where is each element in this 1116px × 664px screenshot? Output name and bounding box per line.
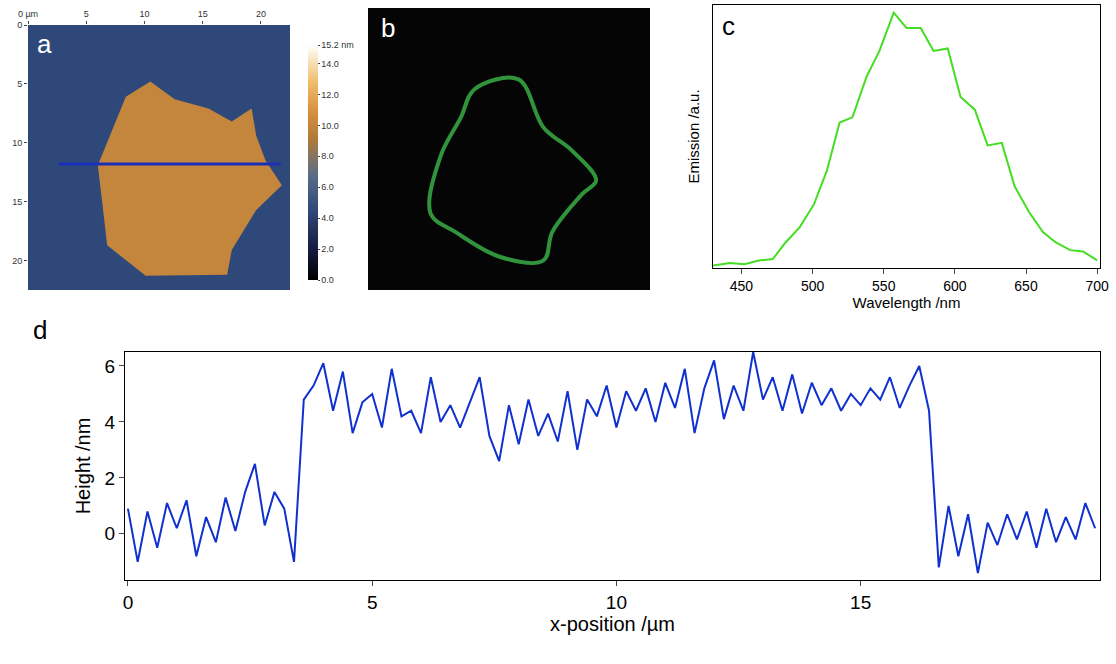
svg-text:b: b — [381, 13, 395, 43]
svg-text:8.0: 8.0 — [321, 151, 334, 161]
svg-text:20: 20 — [256, 9, 266, 19]
svg-text:10.0: 10.0 — [321, 121, 339, 131]
svg-text:10: 10 — [12, 138, 22, 148]
svg-text:0: 0 — [105, 523, 116, 544]
svg-text:6.0: 6.0 — [321, 182, 334, 192]
svg-text:15.2 nm: 15.2 nm — [321, 40, 354, 50]
svg-text:d: d — [33, 315, 47, 345]
svg-text:Emission /a.u.: Emission /a.u. — [685, 89, 702, 183]
svg-text:4.0: 4.0 — [321, 213, 334, 223]
svg-text:2.0: 2.0 — [321, 244, 334, 254]
svg-text:0 µm: 0 µm — [18, 9, 38, 19]
svg-text:10: 10 — [139, 9, 149, 19]
svg-text:a: a — [37, 29, 52, 59]
svg-text:c: c — [722, 11, 735, 41]
svg-text:0.0: 0.0 — [321, 275, 334, 285]
svg-text:x-position /µm: x-position /µm — [550, 613, 675, 635]
svg-text:550: 550 — [872, 278, 896, 294]
svg-text:600: 600 — [943, 278, 967, 294]
svg-text:4: 4 — [105, 412, 116, 433]
svg-text:700: 700 — [1085, 278, 1109, 294]
svg-text:0: 0 — [17, 20, 22, 30]
svg-text:6: 6 — [105, 356, 116, 377]
svg-text:650: 650 — [1014, 278, 1038, 294]
svg-text:0: 0 — [123, 592, 134, 613]
svg-text:10: 10 — [606, 592, 627, 613]
svg-text:Wavelength /nm: Wavelength /nm — [853, 294, 961, 311]
svg-text:15: 15 — [12, 197, 22, 207]
svg-text:5: 5 — [84, 9, 89, 19]
svg-text:15: 15 — [850, 592, 871, 613]
svg-text:5: 5 — [17, 79, 22, 89]
svg-text:2: 2 — [105, 468, 116, 489]
svg-text:450: 450 — [730, 278, 754, 294]
svg-text:20: 20 — [12, 256, 22, 266]
svg-text:15: 15 — [198, 9, 208, 19]
svg-text:5: 5 — [367, 592, 378, 613]
svg-text:500: 500 — [801, 278, 825, 294]
svg-text:Height /nm: Height /nm — [72, 418, 94, 515]
svg-text:12.0: 12.0 — [321, 90, 339, 100]
svg-text:14.0: 14.0 — [321, 59, 339, 69]
